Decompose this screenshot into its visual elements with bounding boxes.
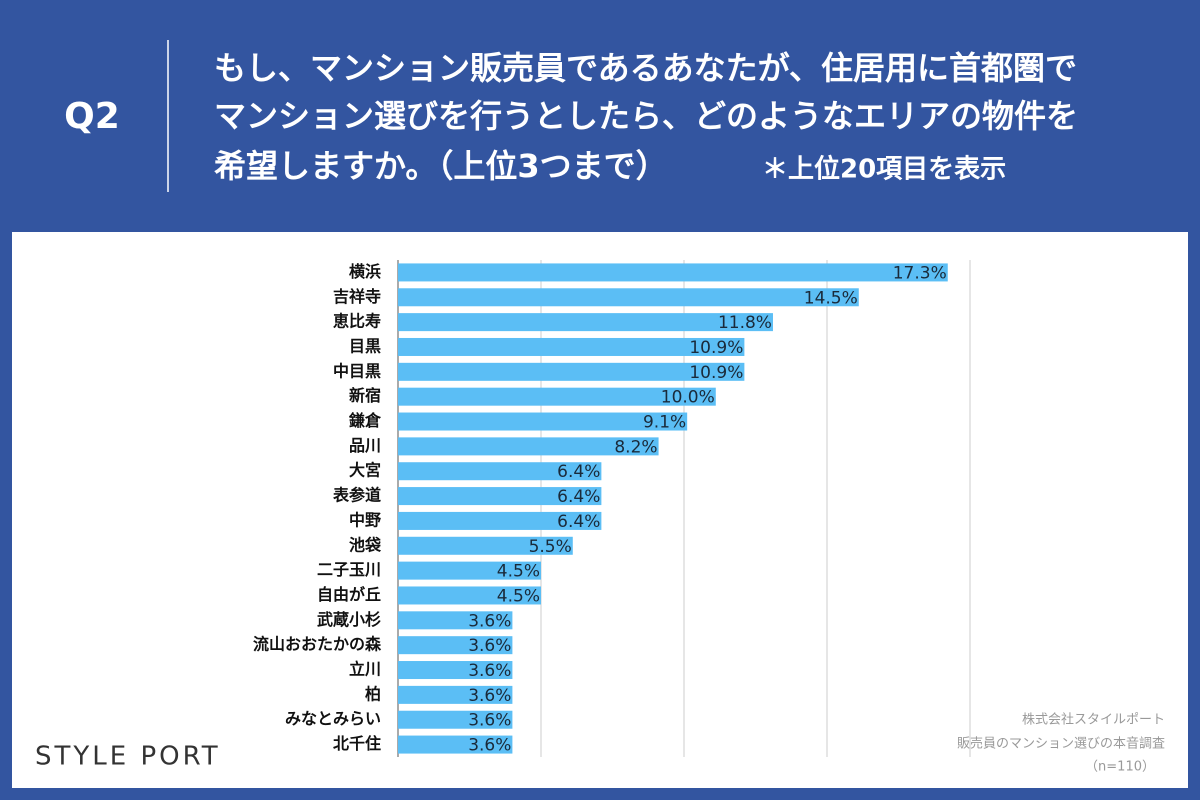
value-label: 5.5% xyxy=(529,537,572,557)
category-label: 池袋 xyxy=(349,535,382,554)
category-label: みなとみらい xyxy=(285,709,381,728)
logo: STYLE PORT xyxy=(35,742,221,772)
value-label: 6.4% xyxy=(557,462,600,482)
value-label: 3.6% xyxy=(468,736,511,756)
question-line: マンション選びを行うとしたら、どのようなエリアの物件を xyxy=(214,97,1078,135)
value-label: 3.6% xyxy=(468,661,511,681)
source-line: 販売員のマンション選びの本音調査 xyxy=(957,736,1165,752)
bar xyxy=(398,735,513,754)
category-label: 新宿 xyxy=(349,386,381,405)
value-label: 8.2% xyxy=(614,437,657,457)
category-label: 武蔵小杉 xyxy=(317,610,381,629)
bar xyxy=(398,362,745,381)
value-label: 6.4% xyxy=(557,487,600,507)
value-label: 4.5% xyxy=(497,586,540,606)
value-label: 3.6% xyxy=(468,611,511,631)
category-label: 鎌倉 xyxy=(348,411,382,430)
category-label: 自由が丘 xyxy=(317,585,381,604)
bar xyxy=(398,611,513,630)
value-label: 3.6% xyxy=(468,711,511,731)
category-label: 吉祥寺 xyxy=(333,287,381,306)
category-label: 目黒 xyxy=(349,336,381,355)
bar xyxy=(398,636,513,655)
question-note: ＊上位20項目を表示 xyxy=(762,154,1006,185)
value-label: 10.9% xyxy=(689,363,743,383)
value-label: 11.8% xyxy=(718,313,772,333)
category-label: 二子玉川 xyxy=(317,560,381,579)
bar xyxy=(398,313,773,332)
category-label: 大宮 xyxy=(349,461,381,480)
bar xyxy=(398,337,745,356)
plot: 横浜 17.3% 吉祥寺 14.5% 恵比寿 11.8% 目黒 10.9% 中目黒 10.9% 新宿… xyxy=(253,260,971,757)
bar xyxy=(398,661,513,680)
category-label: 品川 xyxy=(349,436,381,455)
value-label: 3.6% xyxy=(468,686,511,706)
bar xyxy=(398,387,716,406)
value-label: 14.5% xyxy=(804,288,858,308)
category-label: 表参道 xyxy=(332,486,381,505)
question-line: 希望しますか。（上位3つまで） xyxy=(214,147,668,185)
source-line: （n=110） xyxy=(1085,760,1155,775)
category-label: 柏 xyxy=(365,684,381,703)
bar xyxy=(398,561,541,580)
category-label: 立川 xyxy=(349,660,381,679)
category-label: 横浜 xyxy=(349,262,381,281)
category-label: 中野 xyxy=(349,510,381,529)
bar xyxy=(398,586,541,605)
category-label: 恵比寿 xyxy=(333,312,381,331)
bar xyxy=(398,685,513,704)
bar xyxy=(398,437,659,456)
bar xyxy=(398,462,602,481)
value-label: 9.1% xyxy=(643,413,686,433)
bar xyxy=(398,536,573,555)
value-label: 10.9% xyxy=(689,338,743,358)
bar xyxy=(398,511,602,530)
category-label: 北千住 xyxy=(333,734,381,753)
value-label: 17.3% xyxy=(893,263,947,283)
value-label: 4.5% xyxy=(497,562,540,582)
value-label: 10.0% xyxy=(661,388,715,408)
value-label: 3.6% xyxy=(468,636,511,656)
source-line: 株式会社スタイルポート xyxy=(1022,712,1165,728)
bar xyxy=(398,288,859,307)
category-label: 中目黒 xyxy=(333,361,381,380)
bar xyxy=(398,710,513,729)
value-label: 6.4% xyxy=(557,512,600,532)
question-line: もし、マンション販売員であるあなたが、住居用に首都圏で xyxy=(214,49,1077,87)
bar xyxy=(398,487,602,506)
bar xyxy=(398,412,688,431)
question-number: Q2 xyxy=(64,96,120,137)
bar xyxy=(398,263,948,282)
category-label: 流山おおたかの森 xyxy=(253,635,382,654)
